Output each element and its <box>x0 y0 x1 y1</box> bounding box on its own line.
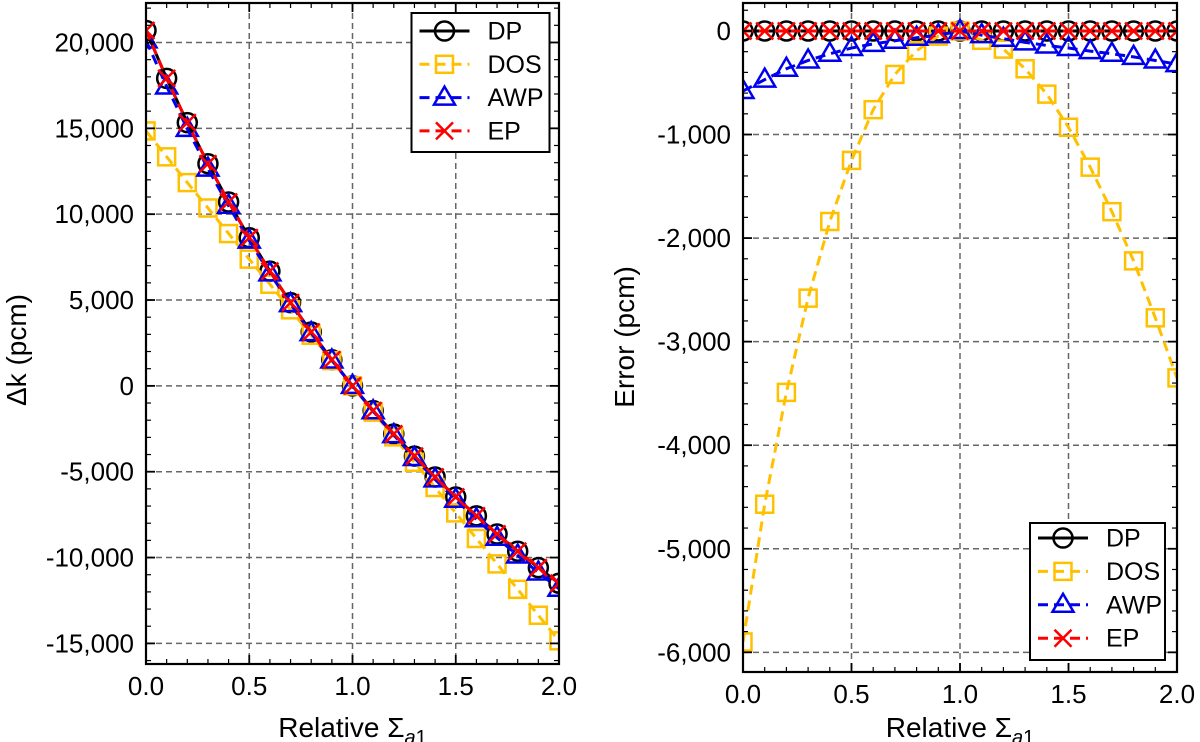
y-tick-label: 0 <box>717 16 731 46</box>
x-tick-label: 0.5 <box>833 679 869 709</box>
legend-box <box>1029 522 1166 661</box>
legend-label: DP <box>488 18 523 46</box>
y-tick-label: 0 <box>120 371 134 401</box>
series-group <box>146 19 559 651</box>
tick-labels: 0.0 0.5 1.0 1.5 2.0 0 -1,000 -2,000 -3,000 -4,000… <box>657 16 1195 709</box>
x-axis-label: Relative Σa1 <box>278 712 427 742</box>
y-tick-label: -1,000 <box>657 120 731 150</box>
x-axis-label: Relative Σa1 <box>886 712 1035 742</box>
x-tick-label: 1.0 <box>942 679 978 709</box>
y-tick-label: -2,000 <box>657 223 731 253</box>
legend-label: AWP <box>488 84 544 112</box>
y-tick-label: 20,000 <box>54 27 134 57</box>
y-tick-label: -5,000 <box>657 534 731 564</box>
legend-entry-DOS: DOS <box>419 51 542 79</box>
x-tick-label: 2.0 <box>541 671 577 701</box>
legend-label: DOS <box>1106 558 1160 586</box>
y-axis-label: Error (pcm) <box>609 266 640 408</box>
y-tick-label: 5,000 <box>69 285 134 315</box>
y-tick-label: -10,000 <box>46 543 134 573</box>
series-markers-DOS <box>743 21 1177 652</box>
series-line-DOS <box>743 29 1177 643</box>
y-axis-label: Δk (pcm) <box>1 294 32 406</box>
series-EP <box>146 21 559 593</box>
series-EP <box>743 21 1177 41</box>
legend-label: AWP <box>1106 591 1162 619</box>
axis-ticks <box>742 3 1178 672</box>
y-tick-label: -6,000 <box>657 637 731 667</box>
legend-label: EP <box>1106 625 1139 653</box>
legend-entry-EP: EP <box>1038 625 1139 653</box>
series-group <box>743 17 1177 652</box>
legend-label: DOS <box>488 51 542 79</box>
series-DOS <box>743 21 1177 652</box>
legend-entry-DOS: DOS <box>1038 558 1160 586</box>
y-tick-label: -5,000 <box>60 457 134 487</box>
y-tick-label: -15,000 <box>46 628 134 658</box>
x-tick-label: 1.5 <box>1050 679 1086 709</box>
y-tick-label: 15,000 <box>54 113 134 143</box>
legend-bottom-right: DP DOS AWP EP <box>1029 522 1166 661</box>
series-markers-EP <box>743 21 1177 41</box>
legend-entry-DP: DP <box>1038 525 1141 553</box>
legend-label: DP <box>1106 525 1141 553</box>
x-tick-label: 0.0 <box>725 679 761 709</box>
delta-k-panel: 0.0 0.5 1.0 1.5 2.0 20,000 15,000 10,000 5,000 0 -… <box>1 1 577 742</box>
y-tick-label: 10,000 <box>54 199 134 229</box>
x-tick-label: 2.0 <box>1159 679 1195 709</box>
x-tick-label: 1.0 <box>334 671 370 701</box>
tick-labels: 0.0 0.5 1.0 1.5 2.0 20,000 15,000 10,000 5,000 0 -… <box>46 27 577 701</box>
legend-entry-EP: EP <box>419 117 521 145</box>
y-tick-label: -4,000 <box>657 430 731 460</box>
y-tick-label: -3,000 <box>657 327 731 357</box>
axis-ticks <box>145 3 560 664</box>
legend-entry-AWP: AWP <box>419 84 544 112</box>
legend-label: EP <box>488 117 521 145</box>
series-markers-EP <box>146 21 559 593</box>
legend-entry-DP: DP <box>419 18 523 46</box>
error-panel: 0.0 0.5 1.0 1.5 2.0 0 -1,000 -2,000 -3,000 -4,000… <box>609 1 1195 742</box>
legend-top-right: DP DOS AWP EP <box>410 12 551 153</box>
x-tick-label: 0.0 <box>128 671 164 701</box>
legend-box <box>410 12 551 153</box>
legend-entry-AWP: AWP <box>1038 591 1162 619</box>
x-tick-label: 1.5 <box>438 671 474 701</box>
x-tick-label: 0.5 <box>231 671 267 701</box>
